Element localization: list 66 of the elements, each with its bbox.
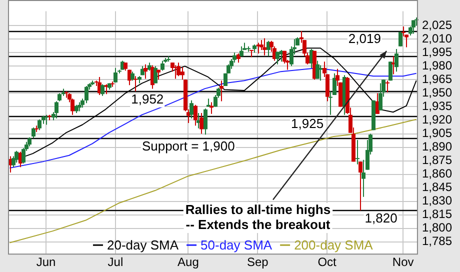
- candlestick: [78, 102, 82, 112]
- candlestick: [130, 71, 134, 82]
- candlestick: [180, 66, 184, 80]
- candlestick: [44, 114, 48, 126]
- y-tick-label: 1,965: [422, 72, 452, 86]
- y-tick-label: 2,025: [422, 18, 452, 32]
- candlestick: [100, 84, 104, 96]
- ref-line-label: 1,952: [131, 91, 164, 106]
- y-tick-label: 1,845: [422, 180, 452, 194]
- x-tick-label: Oct: [318, 255, 338, 270]
- candlestick: [38, 118, 42, 131]
- y-tick-label: 1,980: [422, 58, 452, 72]
- candlestick: [204, 108, 208, 136]
- y-tick-label: 1,950: [422, 86, 452, 100]
- ref-line-label: Support = 1,900: [142, 138, 235, 154]
- candlestick: [134, 76, 138, 92]
- x-tick-label: Aug: [178, 255, 199, 270]
- candlestick: [378, 82, 382, 111]
- candlestick: [28, 136, 32, 147]
- candlestick: [114, 67, 118, 83]
- candlestick: [32, 126, 36, 139]
- candlestick: [190, 100, 194, 119]
- y-tick-label: 1,815: [422, 207, 452, 222]
- candlestick: [144, 64, 148, 80]
- y-tick-label: 1,830: [422, 194, 452, 208]
- candlestick: [402, 26, 406, 37]
- y-tick-label: 2,010: [422, 31, 452, 46]
- y-tick-label: 1,860: [422, 166, 452, 181]
- y-tick-label: 1,905: [422, 126, 452, 140]
- x-tick-label: Sep: [246, 255, 269, 270]
- candlestick: [262, 38, 266, 56]
- candlestick: [154, 66, 158, 84]
- legend-label: 50-day SMA: [200, 238, 272, 253]
- candlestick: [176, 62, 180, 77]
- annotation: -- Extends the breakout: [186, 217, 331, 232]
- candlestick: [220, 80, 224, 102]
- legend-label: 200-day SMA: [294, 238, 374, 253]
- candlestick: [358, 161, 362, 211]
- candlestick: [194, 104, 198, 126]
- legend-label: 20-day SMA: [107, 238, 179, 253]
- ref-line-label: 1,925: [291, 116, 324, 131]
- candlestick: [160, 60, 164, 72]
- x-tick-label: Nov: [392, 255, 414, 270]
- candlestick: [276, 51, 280, 65]
- y-tick-label: 1,935: [422, 99, 452, 114]
- x-tick-label: Jun: [36, 255, 56, 270]
- y-tick-label: 1,920: [422, 112, 452, 127]
- candlestick: [356, 140, 360, 165]
- y-tick-label: 1,785: [422, 234, 452, 248]
- y-tick-label: 1,875: [422, 153, 452, 168]
- annotation: Rallies to all-time highs: [185, 202, 331, 218]
- candlestick: [394, 48, 398, 72]
- candlestick: [386, 80, 390, 93]
- candlestick: [318, 64, 322, 82]
- ref-line-label: 2,019: [348, 31, 381, 46]
- candlestick: [240, 46, 244, 57]
- y-tick-label: 1,800: [422, 220, 452, 235]
- candlestick: [200, 112, 204, 134]
- x-tick-label: Jul: [108, 255, 124, 270]
- candlestick: [412, 20, 416, 34]
- y-tick-label: 1,995: [422, 44, 452, 59]
- ref-line-label: 1,820: [364, 210, 398, 226]
- candlestick: [14, 150, 18, 164]
- y-tick-label: 1,890: [422, 140, 452, 154]
- candlestick: [84, 85, 88, 104]
- candlestick: [316, 60, 320, 80]
